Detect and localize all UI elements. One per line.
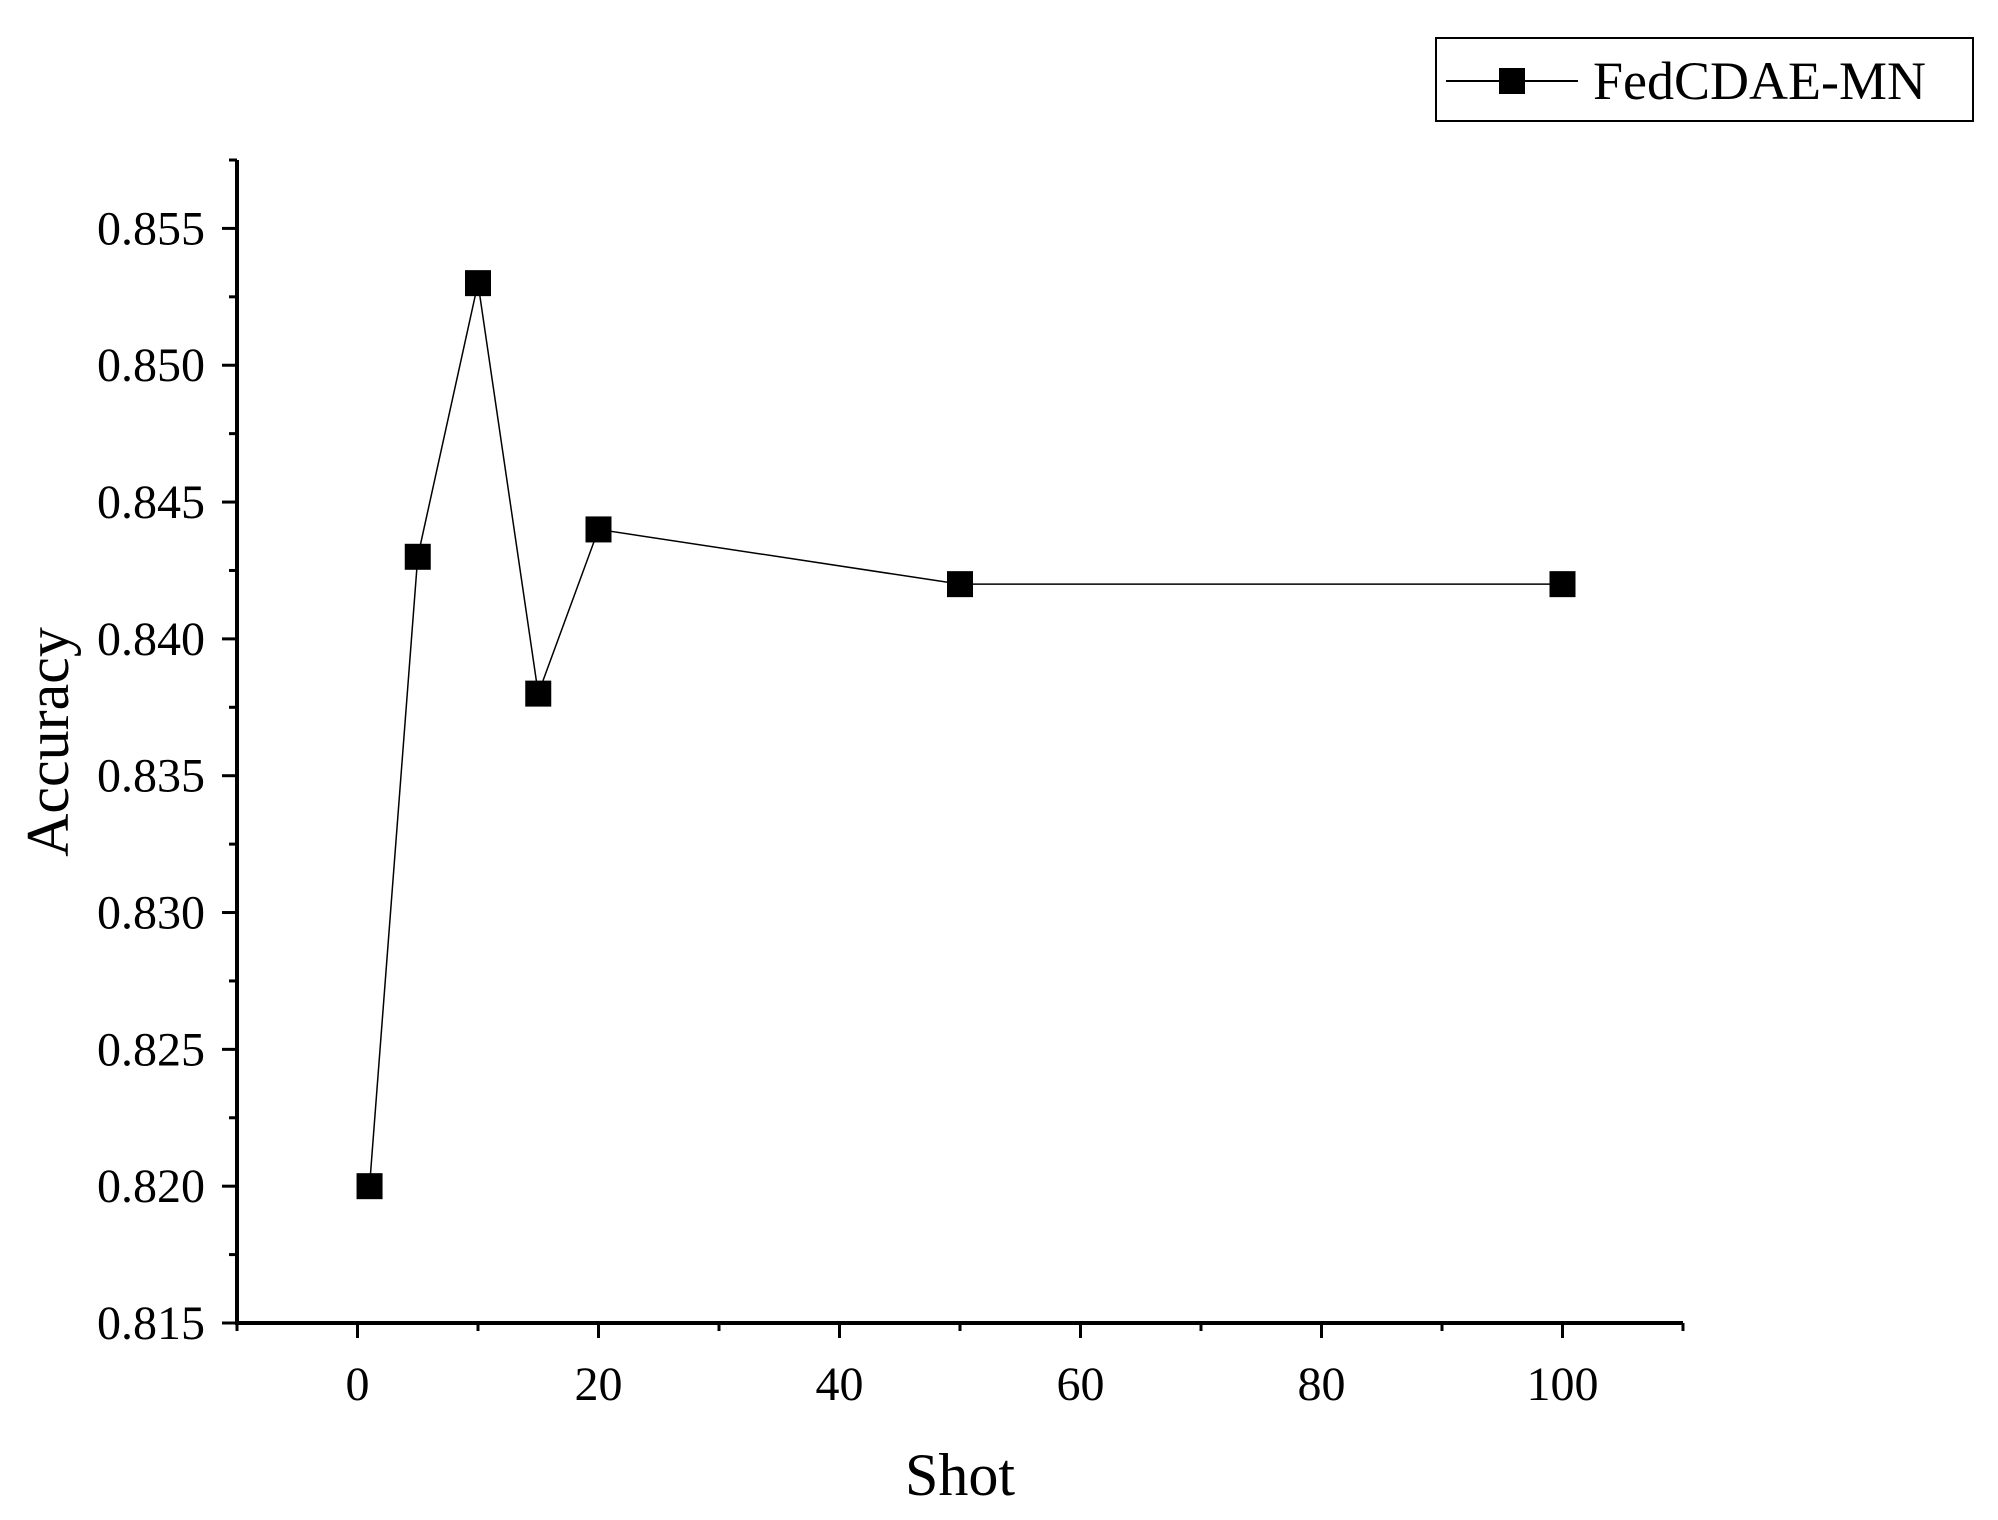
y-axis-ticks: 0.815 0.820 0.825 0.830 0.835 0.840 0.845 0.850… (97, 158, 237, 1350)
x-tick-label: 60 (1057, 1358, 1105, 1411)
x-tick-label: 40 (816, 1358, 864, 1411)
legend-box (1435, 37, 1974, 122)
data-point (1549, 571, 1576, 598)
data-point (585, 516, 612, 543)
x-tick-label: 20 (575, 1358, 623, 1411)
legend: FedCDAE-MN (1435, 37, 1974, 122)
legend-marker (1499, 68, 1525, 94)
x-tick-label: 100 (1527, 1358, 1599, 1411)
data-point (465, 270, 491, 297)
y-tick-label: 0.830 (97, 887, 205, 940)
x-tick-label: 0 (346, 1358, 370, 1411)
data-point (404, 543, 431, 570)
x-axis-title: Shot (905, 1442, 1015, 1508)
series-layer (356, 270, 1576, 1200)
legend-label: FedCDAE-MN (1593, 51, 1926, 111)
y-tick-label: 0.850 (97, 339, 205, 392)
series-line (368, 282, 1563, 1187)
data-point (525, 680, 552, 707)
y-tick-label: 0.815 (97, 1297, 205, 1350)
y-tick-label: 0.835 (97, 750, 205, 803)
y-tick-label: 0.845 (97, 476, 205, 529)
y-tick-label: 0.855 (97, 202, 205, 255)
data-point (947, 571, 973, 598)
y-tick-label: 0.840 (97, 613, 205, 666)
data-point (356, 1173, 383, 1200)
y-axis-title: Accuracy (15, 627, 81, 857)
y-tick-label: 0.825 (97, 1023, 205, 1076)
x-tick-label: 80 (1298, 1358, 1346, 1411)
y-tick-label: 0.820 (97, 1160, 205, 1213)
x-axis-ticks: 0 20 40 60 80 100 (235, 1323, 1685, 1411)
